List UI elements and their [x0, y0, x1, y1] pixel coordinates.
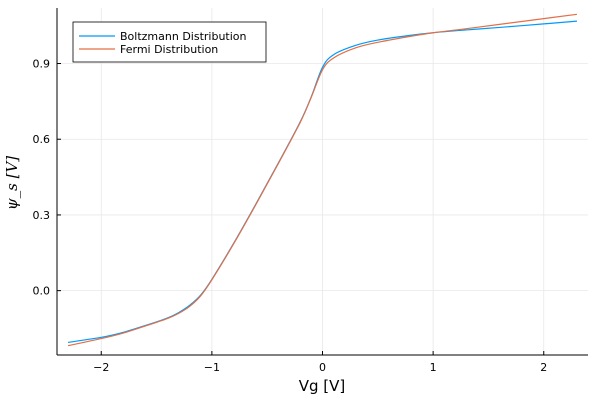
series-line-fermi	[67, 13, 578, 347]
x-tick-label: 0	[319, 361, 326, 374]
y-tick-label: 0.6	[33, 133, 51, 146]
x-tick-label: 2	[540, 361, 547, 374]
y-tick-label: 0.0	[33, 285, 51, 298]
x-tick-label: −1	[204, 361, 220, 374]
grid	[57, 8, 588, 355]
series-layer	[67, 13, 578, 347]
y-tick-label: 0.3	[33, 209, 51, 222]
y-tick-label: 0.9	[33, 58, 51, 71]
x-ticks: −2 −1 0 1 2	[93, 351, 547, 374]
legend: Boltzmann Distribution Fermi Distributio…	[72, 21, 267, 63]
x-tick-label: 1	[430, 361, 437, 374]
legend-box	[72, 21, 267, 63]
legend-label-boltzmann: Boltzmann Distribution	[120, 30, 247, 43]
y-axis-label: ψ_s [V]	[3, 156, 21, 210]
x-tick-label: −2	[93, 361, 109, 374]
x-axis-label: Vg [V]	[299, 377, 346, 395]
y-ticks: 0.0 0.3 0.6 0.9	[33, 58, 61, 298]
legend-label-fermi: Fermi Distribution	[120, 43, 218, 56]
